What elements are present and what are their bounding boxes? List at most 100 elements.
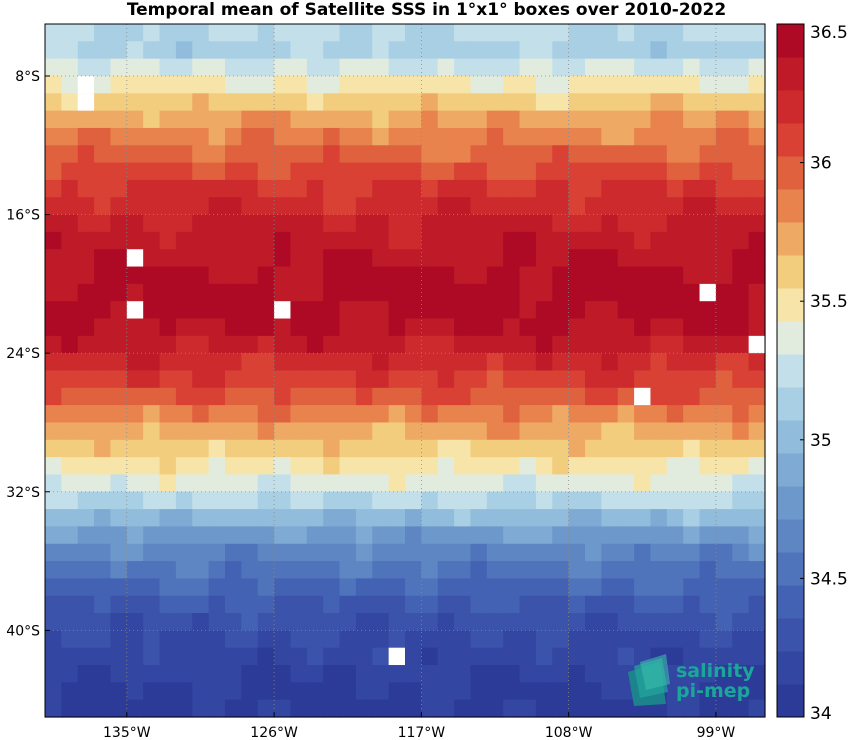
heatmap-cell bbox=[339, 318, 357, 337]
heatmap-cell bbox=[61, 41, 79, 60]
heatmap-cell bbox=[617, 353, 635, 372]
heatmap-cell bbox=[535, 630, 553, 649]
heatmap-cell bbox=[175, 405, 193, 424]
heatmap-cell bbox=[421, 231, 439, 250]
heatmap-cell bbox=[634, 266, 652, 285]
heatmap-cell bbox=[208, 127, 226, 146]
heatmap-cell bbox=[732, 647, 750, 666]
heatmap-cell bbox=[503, 266, 521, 285]
heatmap-cell bbox=[388, 370, 406, 389]
heatmap-cell bbox=[110, 353, 128, 372]
heatmap-cell bbox=[241, 665, 259, 683]
heatmap-cell bbox=[94, 405, 112, 424]
heatmap-cell bbox=[585, 630, 602, 649]
heatmap-cell bbox=[192, 75, 210, 94]
heatmap-cell bbox=[274, 665, 292, 683]
heatmap-cell bbox=[634, 405, 652, 424]
heatmap-cell bbox=[650, 179, 668, 198]
heatmap-cell bbox=[143, 75, 161, 94]
heatmap-cell bbox=[192, 526, 210, 545]
heatmap-cell bbox=[470, 422, 488, 441]
heatmap-cell bbox=[77, 197, 95, 216]
heatmap-cell bbox=[519, 214, 537, 233]
heatmap-cell bbox=[192, 58, 210, 77]
heatmap-cell bbox=[568, 630, 586, 649]
heatmap-cell bbox=[290, 93, 308, 112]
heatmap-cell bbox=[748, 179, 766, 198]
heatmap-cell bbox=[110, 422, 128, 441]
heatmap-cell bbox=[61, 370, 79, 389]
heatmap-cell bbox=[77, 491, 95, 510]
heatmap-cell bbox=[437, 231, 455, 250]
heatmap-cell bbox=[683, 110, 701, 129]
heatmap-cell bbox=[192, 561, 210, 579]
heatmap-cell bbox=[110, 682, 128, 701]
heatmap-cell bbox=[339, 214, 357, 233]
heatmap-cell bbox=[274, 543, 292, 562]
heatmap-cell bbox=[535, 162, 553, 181]
heatmap-cell bbox=[274, 387, 292, 406]
heatmap-cell bbox=[732, 249, 750, 268]
heatmap-cell bbox=[192, 93, 210, 112]
heatmap-cell bbox=[699, 335, 717, 354]
heatmap-cell bbox=[617, 301, 635, 320]
heatmap-cell bbox=[372, 75, 390, 94]
heatmap-cell bbox=[454, 162, 472, 181]
heatmap-cell bbox=[192, 145, 210, 164]
heatmap-cell bbox=[94, 110, 112, 129]
heatmap-cell bbox=[355, 58, 373, 77]
heatmap-cell bbox=[552, 110, 570, 129]
heatmap-cell bbox=[470, 335, 488, 354]
heatmap-cell bbox=[405, 595, 422, 614]
heatmap-cell bbox=[601, 75, 619, 94]
heatmap-cell bbox=[699, 630, 717, 649]
heatmap-cell bbox=[110, 249, 128, 268]
heatmap-cell bbox=[77, 58, 95, 77]
heatmap-cell bbox=[405, 179, 422, 198]
heatmap-cell bbox=[126, 474, 144, 493]
heatmap-cell bbox=[405, 457, 422, 476]
heatmap-cell bbox=[437, 110, 455, 129]
heatmap-cell bbox=[372, 543, 390, 562]
heatmap-cell bbox=[94, 24, 112, 42]
heatmap-cell bbox=[405, 699, 422, 718]
heatmap-cell bbox=[683, 474, 701, 493]
heatmap-cell bbox=[159, 93, 177, 112]
heatmap-cell bbox=[486, 162, 504, 181]
heatmap-cell bbox=[503, 699, 521, 718]
heatmap-cell bbox=[470, 162, 488, 181]
heatmap-cell bbox=[45, 474, 62, 493]
heatmap-cell bbox=[45, 665, 62, 683]
heatmap-cell bbox=[45, 41, 62, 60]
heatmap-cell bbox=[94, 474, 112, 493]
heatmap-cell bbox=[110, 405, 128, 424]
heatmap-cell bbox=[208, 318, 226, 337]
heatmap-cell bbox=[666, 682, 684, 701]
heatmap-cell bbox=[666, 595, 684, 614]
heatmap-cell bbox=[388, 58, 406, 77]
heatmap-cell bbox=[666, 665, 684, 683]
heatmap-cell bbox=[470, 699, 488, 718]
heatmap-cell bbox=[715, 457, 733, 476]
heatmap-cell bbox=[715, 647, 733, 666]
heatmap-cell bbox=[77, 179, 95, 198]
heatmap-cell bbox=[77, 422, 95, 441]
heatmap-cell bbox=[45, 422, 62, 441]
heatmap-cell bbox=[175, 578, 193, 597]
heatmap-cell bbox=[290, 405, 308, 424]
heatmap-cell bbox=[421, 491, 439, 510]
heatmap-cell bbox=[601, 370, 619, 389]
heatmap-cell bbox=[159, 387, 177, 406]
heatmap-cell bbox=[192, 266, 210, 285]
heatmap-cell bbox=[77, 127, 95, 146]
heatmap-cell bbox=[290, 647, 308, 666]
heatmap-cell bbox=[110, 179, 128, 198]
heatmap-cell bbox=[535, 491, 553, 510]
heatmap-cell bbox=[45, 231, 62, 250]
heatmap-cell bbox=[715, 179, 733, 198]
heatmap-cell bbox=[634, 457, 652, 476]
heatmap-cell bbox=[634, 613, 652, 631]
heatmap-cell bbox=[175, 543, 193, 562]
heatmap-cell bbox=[175, 561, 193, 579]
heatmap-cell bbox=[372, 301, 390, 320]
